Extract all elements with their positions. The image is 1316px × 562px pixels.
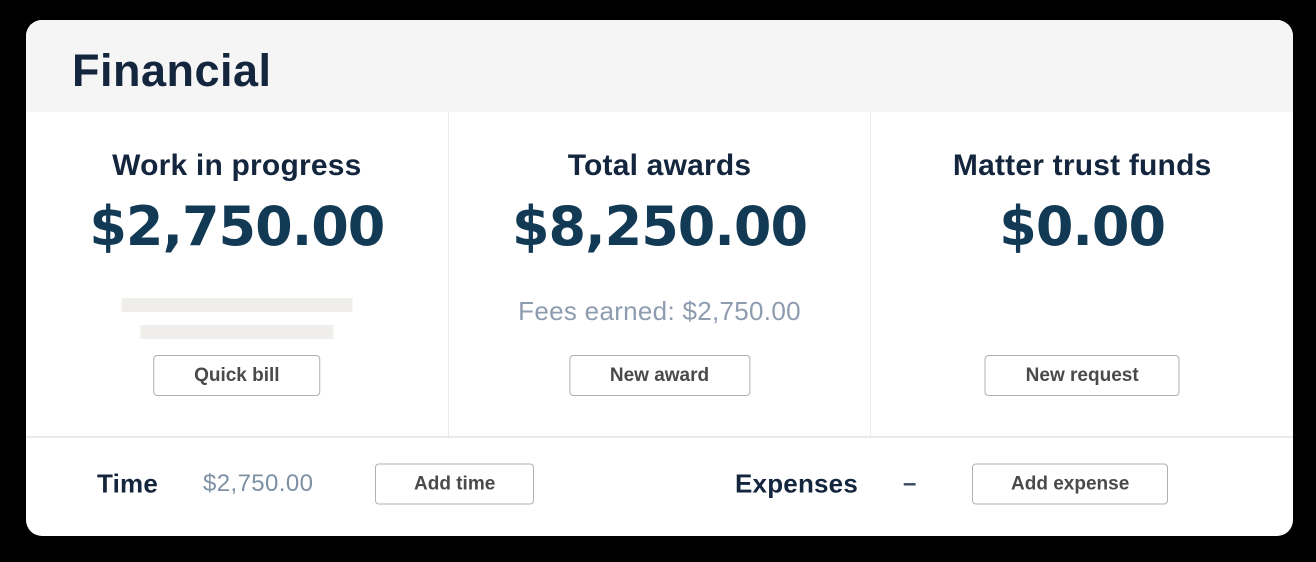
- skeleton-bar: [140, 325, 334, 339]
- financial-panel-header: Financial: [26, 20, 1293, 112]
- financial-panel: Financial Work in progress $2,750.00 Qui…: [26, 20, 1293, 536]
- panel-title: Financial: [72, 45, 272, 96]
- fees-earned-subtext: Fees earned: $2,750.00: [518, 296, 801, 326]
- quick-bill-button[interactable]: Quick bill: [153, 355, 321, 396]
- total-awards-amount: $8,250.00: [511, 195, 808, 258]
- expenses-label: Expenses: [735, 468, 859, 499]
- work-in-progress-card: Work in progress $2,750.00 Quick bill: [26, 112, 448, 436]
- new-award-button[interactable]: New award: [568, 355, 751, 396]
- work-in-progress-heading: Work in progress: [112, 149, 362, 182]
- expenses-value: –: [903, 470, 917, 497]
- time-expenses-row: Time $2,750.00 Add time Expenses – Add e…: [26, 436, 1293, 536]
- work-in-progress-amount: $2,750.00: [89, 195, 385, 258]
- time-value: $2,750.00: [203, 470, 314, 497]
- new-request-button[interactable]: New request: [984, 355, 1180, 396]
- skeleton-bar: [121, 298, 353, 312]
- stats-row: Work in progress $2,750.00 Quick bill To…: [26, 112, 1293, 436]
- total-awards-card: Total awards $8,250.00 Fees earned: $2,7…: [447, 112, 871, 436]
- time-label: Time: [97, 468, 159, 499]
- add-expense-button[interactable]: Add expense: [972, 463, 1169, 505]
- matter-trust-funds-card: Matter trust funds $0.00 New request: [870, 112, 1293, 436]
- matter-trust-funds-amount: $0.00: [999, 195, 1166, 258]
- matter-trust-funds-heading: Matter trust funds: [952, 149, 1212, 182]
- total-awards-heading: Total awards: [567, 149, 752, 182]
- add-time-button[interactable]: Add time: [375, 463, 535, 505]
